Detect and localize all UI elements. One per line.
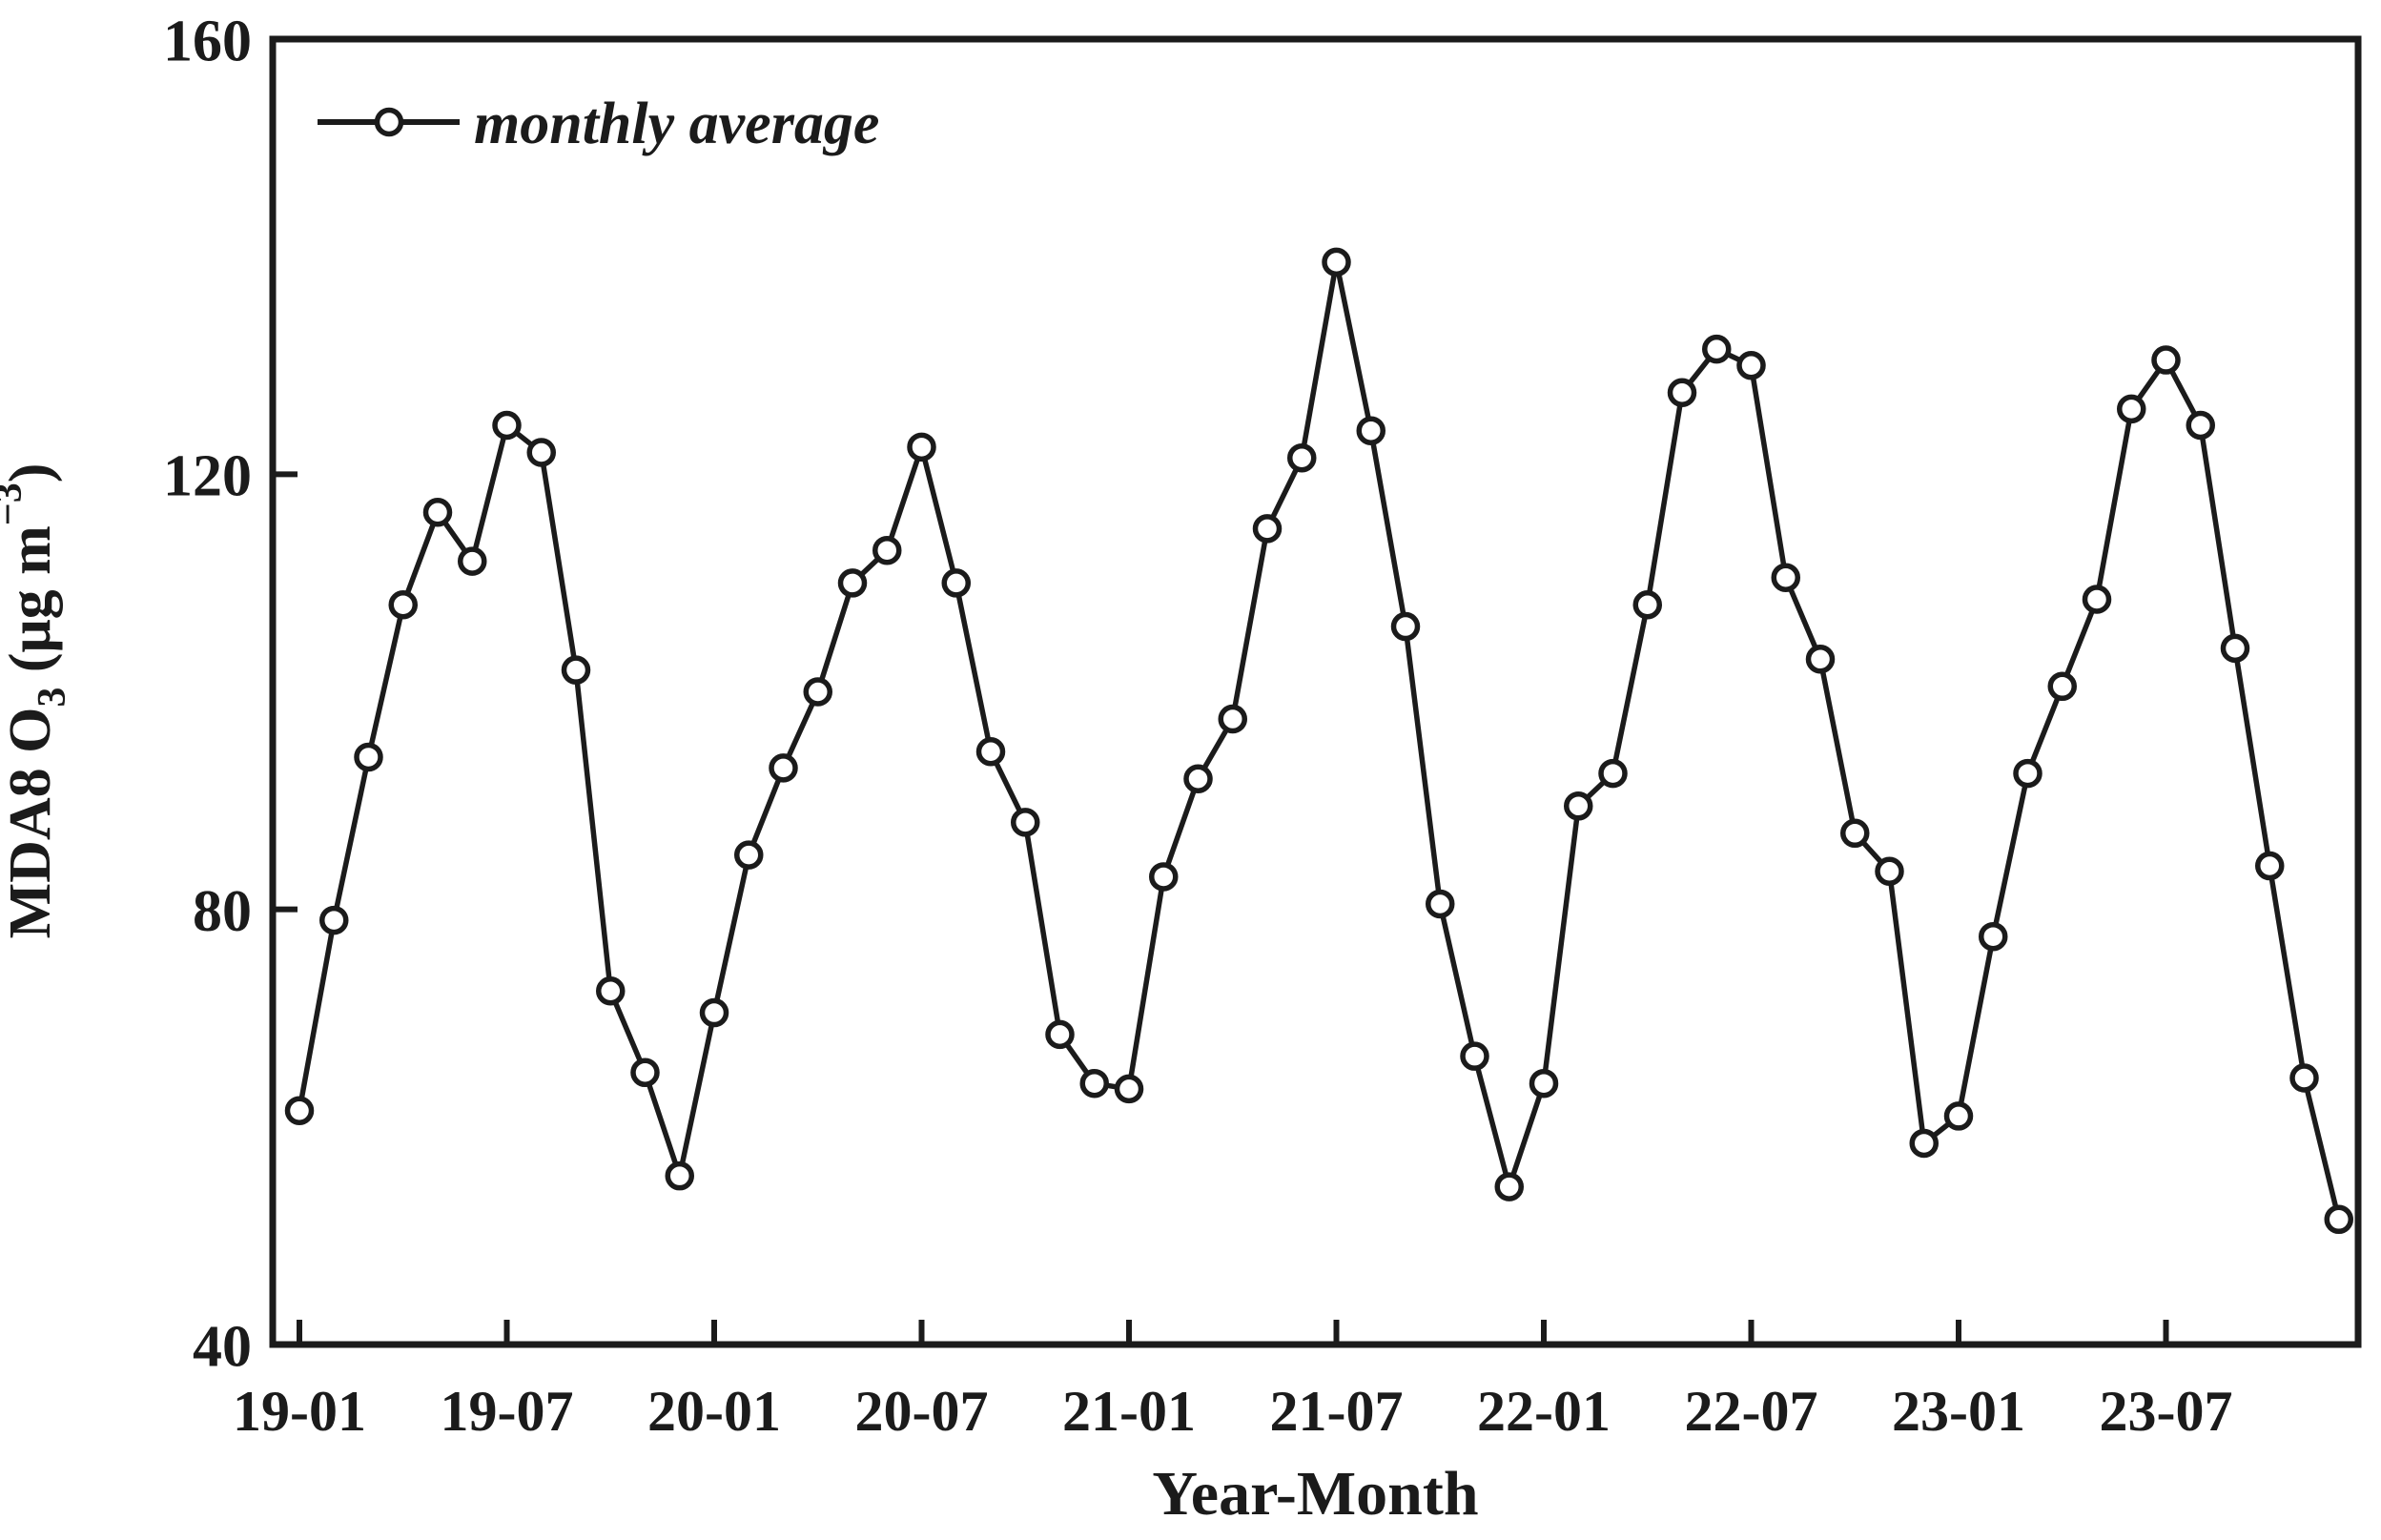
data-point-marker bbox=[284, 1096, 315, 1125]
data-point-marker bbox=[1426, 889, 1455, 919]
x-axis-tick-label: 22-07 bbox=[1685, 1380, 1818, 1443]
data-point-marker bbox=[2082, 585, 2112, 614]
data-point-marker bbox=[734, 840, 764, 870]
data-point-marker bbox=[1322, 247, 1351, 277]
data-point-marker bbox=[1079, 1068, 1109, 1099]
data-point-marker bbox=[1943, 1101, 1974, 1131]
x-axis-tick-label: 20-07 bbox=[855, 1380, 989, 1443]
data-point-marker bbox=[1771, 563, 1800, 592]
data-point-marker bbox=[319, 905, 349, 935]
x-axis-tick-label: 20-01 bbox=[647, 1380, 781, 1443]
y-axis-title-part: −3 bbox=[0, 483, 31, 525]
data-point-marker bbox=[872, 535, 902, 565]
data-point-marker bbox=[907, 432, 936, 462]
data-point-marker bbox=[2047, 671, 2077, 702]
data-point-marker bbox=[1356, 416, 1385, 445]
data-point-marker bbox=[1564, 791, 1593, 821]
data-point-marker bbox=[492, 410, 522, 441]
data-point-marker bbox=[561, 655, 591, 685]
y-axis-title-part: (μg m bbox=[0, 525, 63, 687]
data-point-marker bbox=[2289, 1063, 2319, 1093]
x-axis-tick-label: 23-01 bbox=[1892, 1380, 2025, 1443]
x-axis-tick-label: 19-07 bbox=[441, 1380, 574, 1443]
x-axis-tick-label: 21-01 bbox=[1062, 1380, 1196, 1443]
data-point-marker bbox=[769, 753, 798, 783]
data-point-marker bbox=[2255, 851, 2285, 881]
data-point-marker bbox=[1287, 442, 1317, 473]
data-point-marker bbox=[1460, 1041, 1489, 1071]
data-point-marker bbox=[1529, 1068, 1559, 1099]
y-axis-tick-label: 160 bbox=[163, 9, 252, 73]
data-point-marker bbox=[975, 736, 1006, 767]
data-point-marker bbox=[2151, 345, 2181, 375]
data-point-marker bbox=[1114, 1074, 1144, 1104]
data-point-marker bbox=[1840, 818, 1870, 849]
data-point-marker bbox=[354, 742, 383, 772]
data-point-marker bbox=[1149, 862, 1179, 892]
legend-label: monthly average bbox=[474, 92, 879, 156]
data-point-marker bbox=[388, 589, 418, 620]
y-axis-title-part: 3 bbox=[31, 688, 74, 708]
y-axis-title-part: ) bbox=[0, 463, 63, 483]
data-point-marker bbox=[2220, 633, 2250, 664]
data-point-marker bbox=[1979, 921, 2008, 952]
data-point-marker bbox=[1909, 1128, 1939, 1159]
data-point-marker bbox=[1045, 1019, 1075, 1050]
x-axis-tick-label: 23-07 bbox=[2100, 1380, 2233, 1443]
data-point-marker bbox=[458, 546, 487, 576]
data-point-marker bbox=[1252, 514, 1283, 544]
data-point-marker bbox=[1598, 758, 1628, 789]
x-axis-tick-label: 22-01 bbox=[1477, 1380, 1611, 1443]
data-point-marker bbox=[1183, 764, 1213, 794]
data-point-marker bbox=[1667, 378, 1697, 408]
x-axis-tick-label: 19-01 bbox=[233, 1380, 366, 1443]
data-point-marker bbox=[1494, 1172, 1524, 1201]
data-point-marker bbox=[1875, 856, 1904, 886]
data-point-marker bbox=[665, 1160, 694, 1191]
x-axis-title: Year-Month bbox=[1152, 1459, 1478, 1529]
y-axis-title-part: MDA8 O bbox=[0, 708, 63, 939]
data-point-marker bbox=[941, 568, 971, 598]
data-point-marker bbox=[1632, 589, 1662, 620]
legend-marker-circle bbox=[374, 107, 404, 137]
data-point-marker bbox=[630, 1057, 660, 1088]
data-point-marker bbox=[1736, 351, 1766, 380]
data-point-marker bbox=[526, 438, 556, 467]
data-point-marker bbox=[1011, 808, 1040, 837]
data-point-marker bbox=[1390, 611, 1421, 642]
data-point-marker bbox=[699, 997, 729, 1028]
data-point-marker bbox=[1805, 645, 1836, 674]
y-axis-title: MDA8 O3 (μg m−3) bbox=[0, 463, 74, 939]
data-point-marker bbox=[2186, 410, 2215, 441]
axes-box bbox=[269, 35, 2362, 1348]
data-point-marker bbox=[596, 975, 626, 1006]
data-point-marker bbox=[2324, 1204, 2353, 1235]
y-axis-tick-label: 120 bbox=[163, 444, 252, 509]
series-line bbox=[297, 259, 2342, 1221]
data-point-marker bbox=[803, 677, 832, 707]
y-axis-tick-label: 80 bbox=[193, 879, 252, 944]
data-point-marker bbox=[422, 498, 453, 527]
data-point-marker bbox=[837, 568, 868, 598]
y-axis-tick-label: 40 bbox=[193, 1314, 252, 1379]
data-point-marker bbox=[1218, 704, 1247, 734]
data-point-marker bbox=[2013, 758, 2042, 789]
data-point-marker bbox=[1702, 334, 1732, 364]
data-point-marker bbox=[2117, 394, 2146, 424]
x-axis-tick-label: 21-07 bbox=[1270, 1380, 1404, 1443]
